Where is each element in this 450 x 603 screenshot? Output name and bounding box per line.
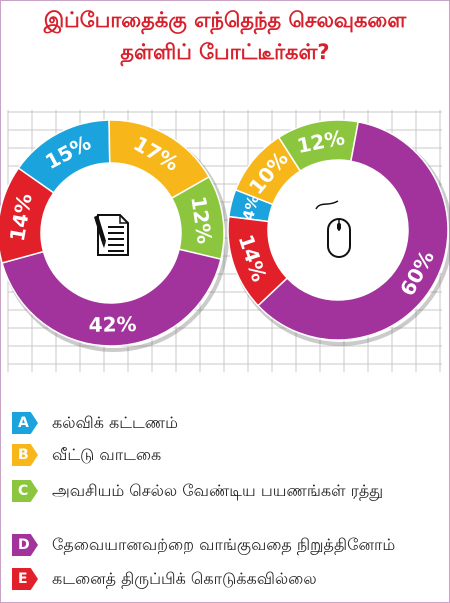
slice-label-D: 42% (88, 312, 136, 337)
legend-label-B: வீட்டு வாடகை (52, 445, 162, 464)
donut-chart-1: 15% 17%12%42%14% (0, 119, 229, 352)
legend-badge-D: D (12, 534, 38, 556)
legend-label-D: தேவையானவற்றை வாங்குவதை நிறுத்தினோம் (52, 535, 396, 554)
legend-badge-B: B (12, 444, 38, 466)
legend-label-A: கல்விக் கட்டணம் (52, 413, 178, 432)
donut-slice-D (257, 121, 449, 341)
legend-label-C: அவசியம் செல்ல வேண்டிய பயணங்கள் ரத்து (52, 481, 384, 500)
donut-slice-E (0, 167, 55, 264)
legend-badge-C: C (12, 480, 38, 502)
legend-label-E: கடனைத் திருப்பிக் கொடுக்கவில்லை (52, 569, 317, 588)
legend-badge-E: E (12, 568, 38, 590)
document-pen-icon (94, 214, 129, 256)
donut-slice-E (227, 215, 289, 307)
donut-slice-D (1, 248, 222, 347)
chart-title-line1: இப்போதைக்கு எந்தெந்த செலவுகளை (43, 8, 407, 32)
charts-area: 15% 17%12%42%14% 4%10%12%60%14% (0, 110, 450, 372)
chart-title-line2: தள்ளிப் போட்டீர்கள்? (120, 40, 330, 64)
computer-mouse-icon (315, 200, 351, 258)
donut-chart-2: 4%10%12%60%14% (227, 119, 450, 346)
slice-label-A: 4% (239, 193, 263, 222)
legend-badge-A: A (12, 412, 38, 434)
